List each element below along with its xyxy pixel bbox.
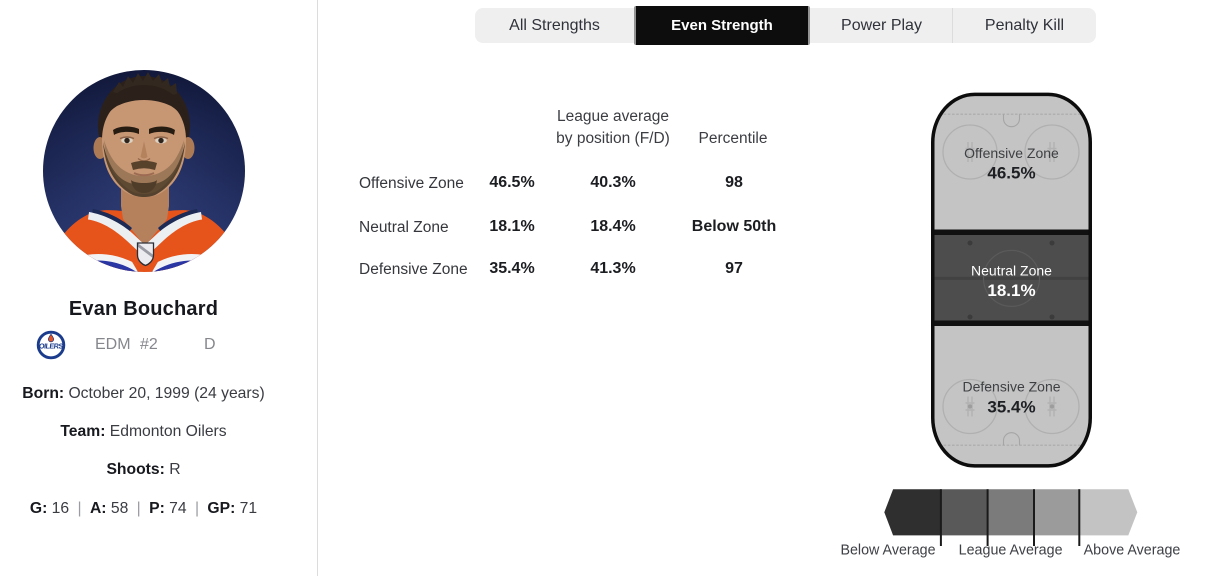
svg-text:35.4%: 35.4% xyxy=(987,398,1035,417)
svg-text:Neutral Zone: Neutral Zone xyxy=(971,262,1052,278)
svg-text:OILERS: OILERS xyxy=(39,342,64,351)
svg-text:League Average: League Average xyxy=(959,543,1063,559)
svg-text:Defensive Zone: Defensive Zone xyxy=(962,378,1060,394)
svg-text:46.5%: 46.5% xyxy=(987,164,1035,183)
svg-text:Below Average: Below Average xyxy=(840,543,935,559)
svg-text:Offensive Zone: Offensive Zone xyxy=(964,145,1059,161)
svg-text:18.1%: 18.1% xyxy=(987,281,1035,300)
svg-text:Above Average: Above Average xyxy=(1084,543,1181,559)
